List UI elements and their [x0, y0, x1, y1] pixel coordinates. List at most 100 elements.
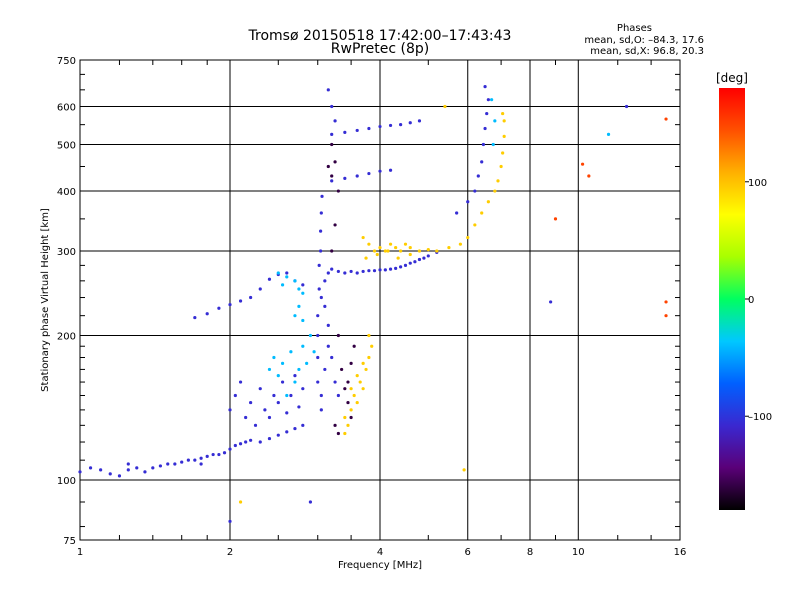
data-point [486, 98, 490, 102]
data-point [367, 126, 371, 131]
data-point [151, 466, 155, 470]
data-point [493, 119, 497, 123]
plot-frame [79, 59, 681, 541]
data-point [394, 245, 398, 250]
data-point [317, 263, 321, 267]
data-point [293, 314, 297, 318]
data-point [326, 344, 330, 348]
phase-stats-title: Phases [616, 23, 652, 34]
data-point [343, 431, 347, 436]
data-point [326, 88, 330, 92]
data-point [352, 393, 356, 398]
data-point [330, 132, 334, 136]
data-point [502, 119, 506, 123]
data-point [222, 451, 227, 455]
data-point [388, 267, 393, 271]
data-point [378, 268, 382, 272]
data-point [553, 217, 558, 221]
data-point [367, 355, 371, 360]
data-point [135, 466, 139, 470]
data-point [349, 415, 353, 420]
data-point [367, 242, 371, 246]
data-point [316, 380, 320, 384]
x-axis-label: Frequency [MHz] [338, 560, 422, 571]
data-point [301, 344, 305, 348]
data-point [267, 415, 272, 420]
data-point [399, 249, 403, 253]
data-point [333, 119, 337, 123]
data-point [173, 462, 177, 466]
data-point [319, 211, 323, 215]
data-point [158, 464, 163, 468]
data-point [549, 300, 553, 304]
data-point [285, 393, 289, 398]
data-point [276, 433, 280, 437]
data-point [280, 380, 285, 384]
data-point [193, 315, 197, 320]
data-point [305, 361, 309, 365]
chart-subtitle: RwPretec (8p) [330, 41, 430, 57]
data-point [205, 454, 209, 459]
data-point [426, 254, 430, 258]
data-point [361, 269, 365, 274]
data-point [481, 142, 485, 147]
data-point [403, 242, 408, 246]
data-point [336, 189, 340, 193]
data-point [476, 174, 480, 178]
y-tick-label: 300 [57, 247, 76, 258]
data-point [493, 189, 497, 193]
data-point [117, 474, 122, 478]
data-point [253, 423, 258, 427]
data-point [388, 123, 393, 128]
data-point [343, 387, 347, 391]
data-point [378, 124, 382, 129]
data-point [244, 440, 248, 444]
chart-title: Tromsø 20150518 17:42:00–17:43:43 [248, 28, 512, 44]
data-point [217, 452, 221, 457]
data-point [394, 266, 398, 270]
data-point [358, 380, 362, 384]
data-point [316, 355, 320, 360]
y-tick-label: 600 [57, 103, 76, 114]
data-point [349, 408, 353, 412]
data-point [249, 295, 253, 300]
y-axis-label: Stationary phase Virtual Height [km] [40, 208, 51, 392]
data-point [343, 271, 347, 275]
data-point [267, 367, 272, 372]
data-point [664, 300, 668, 304]
data-point [349, 387, 353, 391]
colorbar [719, 88, 745, 510]
data-point [289, 350, 293, 354]
data-point [289, 393, 293, 398]
data-point [370, 344, 374, 348]
data-point [301, 423, 305, 427]
data-point [238, 299, 243, 303]
data-point [78, 470, 82, 474]
data-point [336, 269, 340, 274]
colorbar-tick-label: –100 [748, 412, 772, 423]
data-point [462, 468, 466, 472]
data-point [413, 260, 417, 264]
data-point [308, 500, 313, 504]
data-point [280, 283, 285, 287]
data-point [319, 408, 323, 412]
data-point [485, 111, 489, 116]
data-point [238, 380, 243, 384]
data-point [193, 458, 197, 462]
data-point [323, 304, 327, 309]
data-point [486, 200, 490, 204]
data-point [228, 447, 232, 451]
x-tick-label: 4 [377, 547, 383, 558]
data-point [258, 287, 262, 291]
data-point [199, 456, 203, 460]
data-point [249, 438, 253, 442]
data-point [333, 223, 337, 227]
data-point [367, 171, 371, 176]
data-point [276, 271, 280, 275]
data-point [372, 249, 377, 253]
data-point [346, 423, 350, 427]
data-point [301, 318, 305, 323]
data-point [501, 151, 505, 155]
data-point [466, 200, 470, 204]
